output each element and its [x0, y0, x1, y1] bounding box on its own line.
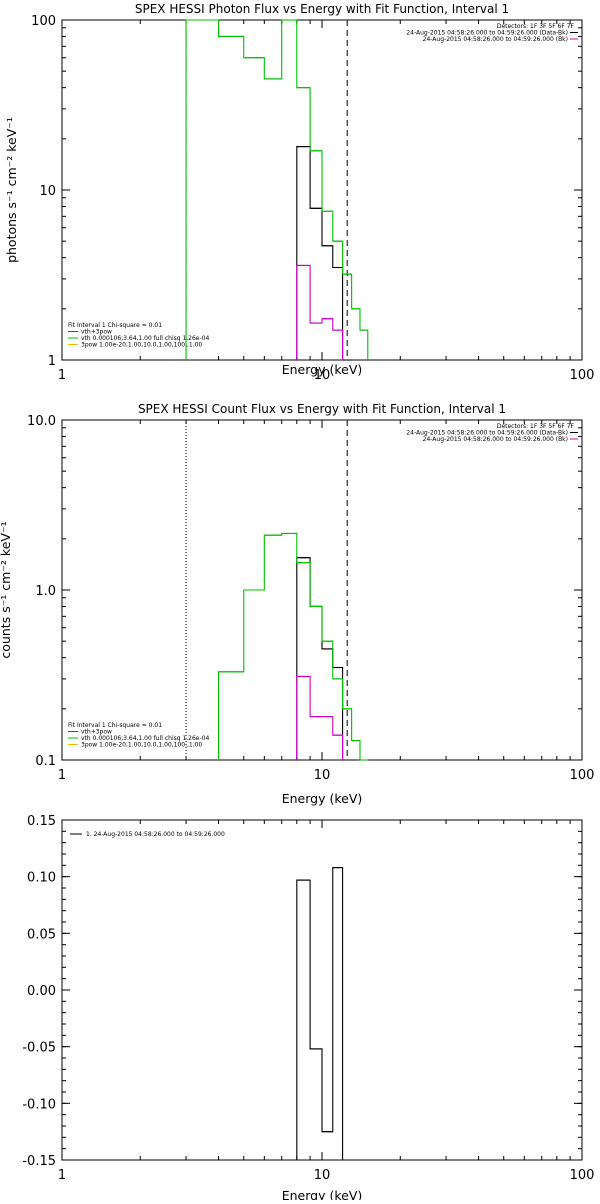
series-bk-line — [296, 264, 344, 360]
y-tick-label: 0.15 — [27, 814, 56, 829]
legend-entry: 3pow 1.00e-20,1.00,10.0,1.00,100.,1.00 — [81, 342, 202, 349]
x-tick-label: 1 — [58, 368, 66, 383]
legend-entry: Fit Interval 1 Chi-square = 0.01 — [68, 322, 162, 329]
x-tick-label: 10 — [314, 368, 331, 383]
series-data-bk-line — [296, 557, 344, 760]
y-tick-label: 10 — [39, 184, 56, 199]
legend-entry: 24-Aug-2015 04:58:26.000 to 04:59:26.000… — [406, 30, 568, 37]
y-tick-label: 0.05 — [27, 927, 56, 942]
series-bk-line — [296, 675, 344, 760]
y-axis-label: photons s⁻¹ cm⁻² keV⁻¹ — [4, 117, 19, 263]
plot-frame — [61, 419, 583, 761]
legend-entry: 3pow 1.00e-20,1.00,10.0,1.00,100.,1.00 — [81, 742, 202, 749]
x-axis-label: Energy (keV) — [282, 1188, 363, 1200]
legend-entry: vth 0.000106,3.64,1.00 full chisq 1.26e-… — [81, 735, 209, 742]
y-tick-label: 10.0 — [27, 414, 56, 429]
y-tick-label: 1 — [48, 354, 56, 369]
legend-entry: Detectors: 1F 3F 5F 6F 7F — [497, 423, 575, 430]
legend-entry: 24-Aug-2015 04:58:26.000 to 04:59:26.000… — [423, 36, 568, 43]
y-tick-label: -0.10 — [22, 1097, 56, 1112]
x-tick-label: 100 — [570, 768, 595, 783]
chart-title: SPEX HESSI Count Flux vs Energy with Fit… — [138, 402, 506, 416]
y-tick-label: 0.10 — [27, 871, 56, 886]
panel-3 — [61, 819, 583, 1161]
series-residuals-line — [296, 867, 344, 1160]
y-tick-label: -0.05 — [22, 1041, 56, 1056]
chart-title: SPEX HESSI Photon Flux vs Energy with Fi… — [135, 2, 509, 16]
series-vth-3pow-line — [217, 532, 368, 761]
x-axis-label: Energy (keV) — [282, 791, 363, 806]
y-tick-label: 100 — [31, 14, 56, 29]
legend-entry: 1. 24-Aug-2015 04:58:26.000 to 04:59:26.… — [86, 831, 225, 838]
x-tick-label: 1 — [58, 768, 66, 783]
panel-1 — [61, 19, 583, 361]
panel-2 — [61, 419, 583, 761]
legend-entry: 24-Aug-2015 04:58:26.000 to 04:59:26.000… — [423, 436, 568, 443]
x-tick-label: 1 — [58, 1168, 66, 1183]
x-tick-label: 10 — [314, 768, 331, 783]
legend-entry: Fit Interval 1 Chi-square = 0.01 — [68, 722, 162, 729]
legend-entry: vth+3pow — [81, 729, 112, 736]
legend-entry: vth+3pow — [81, 329, 112, 336]
y-tick-label: -0.15 — [22, 1154, 56, 1169]
legend-entry: Detectors: 1F 3F 5F 6F 7F — [497, 23, 575, 30]
y-tick-label: 0.1 — [35, 754, 56, 769]
legend-entry: vth 0.000106,3.64,1.00 full chisq 1.26e-… — [81, 335, 209, 342]
x-tick-label: 100 — [570, 1168, 595, 1183]
x-tick-label: 10 — [314, 1168, 331, 1183]
x-axis-label: Energy (keV) — [282, 362, 363, 377]
series-vth-3pow-line — [185, 19, 369, 360]
series-data-bk-line — [296, 146, 352, 361]
legend-entry: 24-Aug-2015 04:58:26.000 to 04:59:26.000… — [406, 430, 568, 437]
y-tick-label: 0.00 — [27, 984, 56, 999]
y-axis-label: counts s⁻¹ cm⁻² keV⁻¹ — [0, 521, 13, 658]
y-tick-label: 1.0 — [35, 584, 56, 599]
x-tick-label: 100 — [570, 368, 595, 383]
